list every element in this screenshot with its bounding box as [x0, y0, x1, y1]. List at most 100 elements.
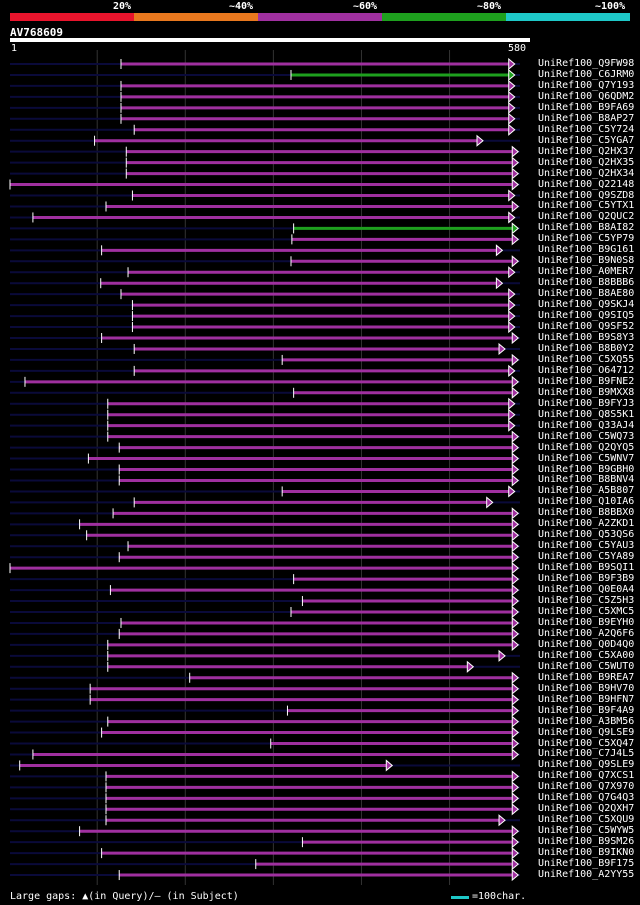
hit-label[interactable]: UniRef100_A2YY55: [538, 869, 635, 881]
hit-label[interactable]: UniRef100_B8BBX0: [538, 507, 635, 519]
hit-label[interactable]: UniRef100_C5WYW5: [538, 825, 635, 837]
hit-label[interactable]: UniRef100_O64712: [538, 364, 635, 376]
hit-end-arrow: [508, 123, 516, 136]
hit-label[interactable]: UniRef100_B9F175: [538, 858, 635, 870]
hit-label[interactable]: UniRef100_B9MXX8: [538, 386, 635, 398]
hit-label[interactable]: UniRef100_C5XQU9: [538, 814, 635, 826]
hit-end-arrow: [498, 342, 506, 356]
hit-label[interactable]: UniRef100_B9SQI1: [538, 562, 635, 574]
hit-end-arrow: [511, 594, 520, 608]
hit-label[interactable]: UniRef100_B8AP27: [538, 112, 635, 124]
legend-label-100: ~100%: [595, 1, 626, 12]
hit-label[interactable]: UniRef100_C7J4L5: [538, 748, 635, 760]
hit-label[interactable]: UniRef100_C5XQ55: [538, 353, 635, 365]
hit-label[interactable]: UniRef100_Q9SKJ4: [538, 299, 635, 311]
hit-label[interactable]: UniRef100_B9F3B9: [538, 573, 635, 585]
hit-label[interactable]: UniRef100_B9EYH0: [538, 616, 635, 628]
hit-label[interactable]: UniRef100_C5YP79: [538, 233, 635, 245]
hit-end-arrow: [511, 605, 520, 619]
hit-label[interactable]: UniRef100_B9GBH0: [538, 463, 635, 475]
hit-label[interactable]: UniRef100_B8BBB6: [538, 277, 635, 289]
hit-label[interactable]: UniRef100_B9HFN7: [538, 693, 635, 705]
hit-end-arrow: [511, 682, 520, 695]
hit-label[interactable]: UniRef100_C6JRM0: [538, 68, 635, 80]
hit-end-arrow: [511, 145, 520, 158]
hit-label[interactable]: UniRef100_Q2HX37: [538, 145, 635, 157]
query-ruler: [10, 38, 530, 42]
hit-label[interactable]: UniRef100_Q7Y193: [538, 79, 635, 91]
hit-label[interactable]: UniRef100_C5Y724: [538, 123, 635, 135]
hit-label[interactable]: UniRef100_Q9SLE9: [538, 759, 635, 771]
hit-label[interactable]: UniRef100_Q7G4Q3: [538, 792, 635, 804]
legend-label-60: ~60%: [353, 1, 378, 12]
hit-end-arrow: [508, 299, 516, 312]
hit-end-arrow: [511, 441, 520, 454]
hit-label[interactable]: UniRef100_Q9SZD8: [538, 189, 635, 201]
hit-label[interactable]: UniRef100_Q8S5K1: [538, 408, 635, 420]
hit-label[interactable]: UniRef100_Q0E0A4: [538, 584, 635, 596]
hit-label[interactable]: UniRef100_Q7X970: [538, 781, 635, 793]
hit-label[interactable]: UniRef100_A0MER7: [538, 266, 635, 278]
hit-label[interactable]: UniRef100_Q53QS6: [538, 529, 635, 541]
hit-label[interactable]: UniRef100_Q2QYQ5: [538, 441, 635, 453]
hit-label[interactable]: UniRef100_Q6QDM2: [538, 90, 635, 102]
hit-label[interactable]: UniRef100_C5XA00: [538, 649, 635, 661]
hit-label[interactable]: UniRef100_Q33AJ4: [538, 419, 635, 431]
hit-label[interactable]: UniRef100_B9SM26: [538, 836, 635, 848]
hit-label[interactable]: UniRef100_A3BM56: [538, 715, 635, 727]
hit-end-arrow: [511, 507, 520, 520]
hit-label[interactable]: UniRef100_A2Q6F6: [538, 627, 635, 639]
hit-label[interactable]: UniRef100_Q7XCS1: [538, 770, 635, 782]
hit-label[interactable]: UniRef100_B8AI82: [538, 222, 635, 234]
hit-label[interactable]: UniRef100_Q9SIQ5: [538, 310, 635, 322]
hit-label[interactable]: UniRef100_B8BNV4: [538, 474, 635, 486]
hit-label[interactable]: UniRef100_C5YAU3: [538, 540, 635, 552]
hit-end-arrow: [495, 277, 504, 290]
hit-label[interactable]: UniRef100_Q9SF52: [538, 321, 635, 333]
hit-label[interactable]: UniRef100_B9S8Y3: [538, 332, 635, 343]
hit-label[interactable]: UniRef100_C5WNV7: [538, 452, 635, 464]
hit-label[interactable]: UniRef100_B8AE80: [538, 288, 635, 300]
hit-label[interactable]: UniRef100_C5XMC5: [538, 606, 635, 617]
hit-end-arrow: [511, 233, 520, 246]
hit-end-arrow: [511, 551, 520, 564]
hit-label[interactable]: UniRef100_C5WUT0: [538, 660, 635, 672]
hit-label[interactable]: UniRef100_B9HV70: [538, 682, 635, 694]
hit-label[interactable]: UniRef100_C5Z5H3: [538, 595, 635, 607]
hit-label[interactable]: UniRef100_A5B807: [538, 485, 635, 497]
hit-end-arrow: [508, 485, 516, 498]
hit-end-arrow: [511, 781, 520, 794]
hit-end-arrow: [511, 671, 520, 684]
legend-bar-40: [134, 13, 258, 21]
hit-label[interactable]: UniRef100_Q2HX35: [538, 156, 635, 168]
hit-end-arrow: [466, 660, 475, 673]
hit-label[interactable]: UniRef100_B9G161: [538, 244, 635, 256]
hit-label[interactable]: UniRef100_Q9LSE9: [538, 726, 635, 738]
hit-label[interactable]: UniRef100_B9N0S8: [538, 255, 635, 267]
hit-label[interactable]: UniRef100_Q2HX34: [538, 167, 635, 179]
hit-label[interactable]: UniRef100_B9FNE2: [538, 375, 635, 387]
hit-end-arrow: [511, 748, 520, 761]
hit-label[interactable]: UniRef100_Q0D4Q0: [538, 638, 635, 650]
hit-label[interactable]: UniRef100_Q22148: [538, 178, 635, 190]
hit-label[interactable]: UniRef100_C5YGA7: [538, 134, 635, 146]
hit-label[interactable]: UniRef100_B9F4A9: [538, 704, 635, 716]
hit-end-arrow: [511, 638, 520, 651]
hit-label[interactable]: UniRef100_A2ZKD1: [538, 518, 635, 530]
hit-label[interactable]: UniRef100_B9FYJ3: [538, 397, 635, 409]
ruler-end-label: 580: [508, 43, 527, 54]
hit-label[interactable]: UniRef100_B8B0Y2: [538, 342, 635, 354]
hit-label[interactable]: UniRef100_Q9FW98: [538, 58, 635, 69]
hit-label[interactable]: UniRef100_Q10IA6: [538, 496, 635, 508]
hit-label[interactable]: UniRef100_C5YA89: [538, 551, 635, 563]
hit-label[interactable]: UniRef100_B9FA69: [538, 101, 635, 113]
hit-label[interactable]: UniRef100_B9IKN0: [538, 847, 635, 859]
hit-label[interactable]: UniRef100_B9REA7: [538, 671, 635, 683]
hit-label[interactable]: UniRef100_C5XQ47: [538, 737, 635, 749]
hit-end-arrow: [511, 868, 520, 882]
hit-label[interactable]: UniRef100_C5WQ73: [538, 430, 635, 442]
hit-label[interactable]: UniRef100_Q2QUC2: [538, 211, 635, 223]
hit-label[interactable]: UniRef100_C5YTX1: [538, 200, 635, 212]
hit-label[interactable]: UniRef100_Q2QXH7: [538, 803, 635, 815]
